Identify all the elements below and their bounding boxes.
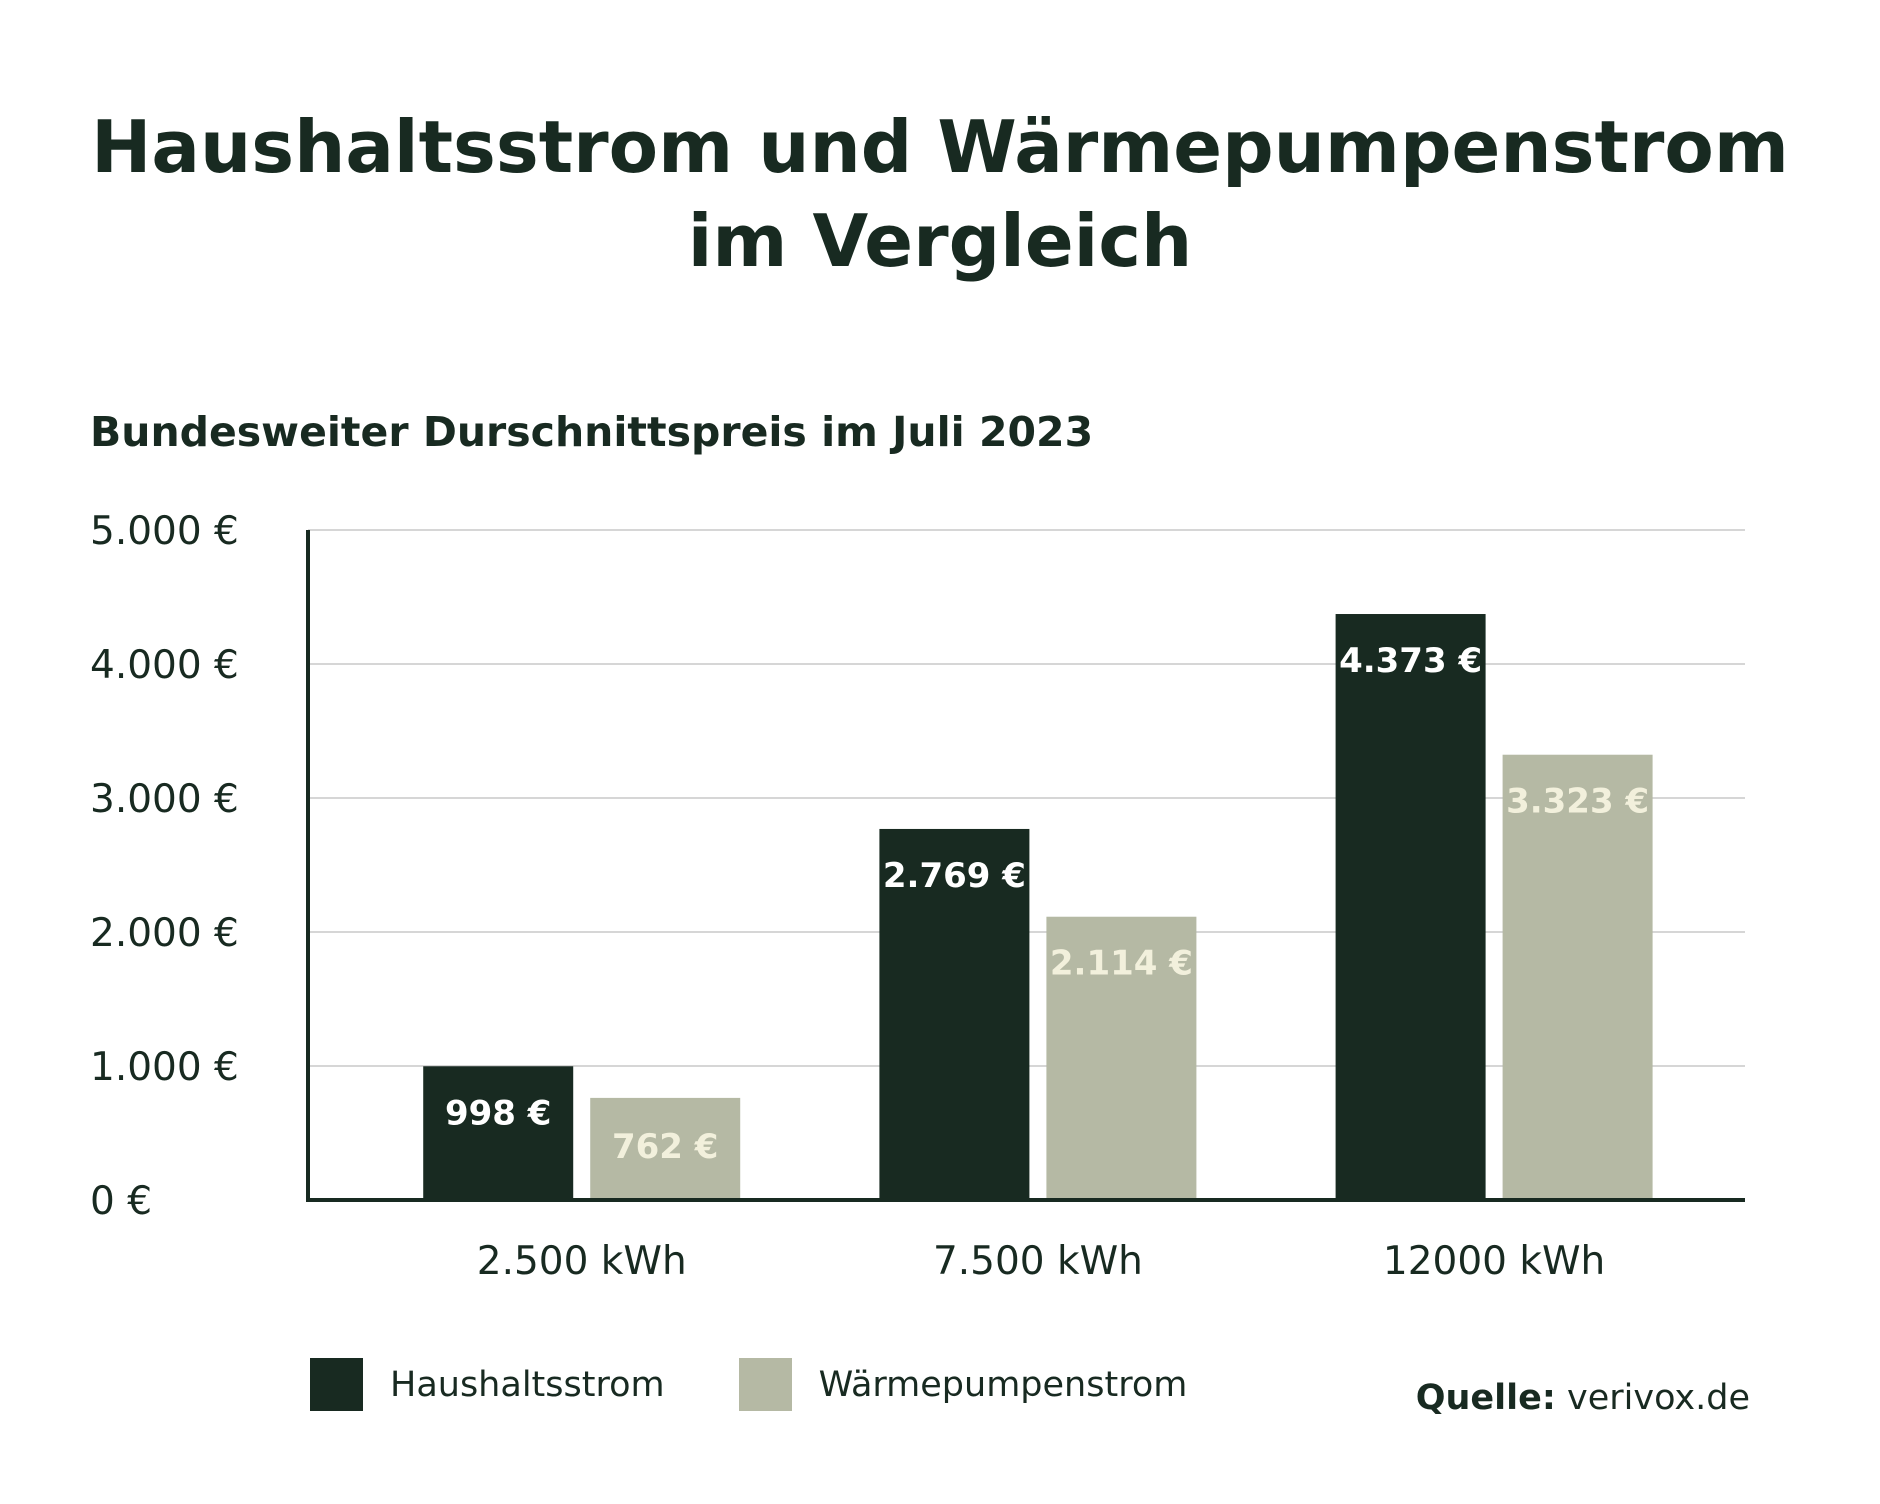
bar-haushaltsstrom	[423, 1066, 574, 1200]
chart-subtitle: Bundesweiter Durschnittspreis im Juli 20…	[90, 408, 1094, 456]
bar-haushaltsstrom	[879, 828, 1030, 1200]
legend: Haushaltsstrom Wärmepumpenstrom	[310, 1358, 1261, 1411]
bar-waermepumpenstrom	[1046, 916, 1197, 1200]
x-category-label: 12000 kWh	[1383, 1239, 1605, 1284]
axes	[306, 530, 1745, 1202]
y-tick-label: 4.000 €	[90, 643, 239, 688]
legend-label-waermepumpenstrom: Wärmepumpenstrom	[818, 1364, 1188, 1405]
y-axis-ticks: 0 € 1.000 € 2.000 € 3.000 € 4.000 € 5.000 €	[90, 509, 239, 1224]
y-tick-label: 3.000 €	[90, 777, 239, 822]
bar-value-label: 762 €	[612, 1127, 718, 1167]
source-note: Quelle: verivox.de	[1416, 1378, 1750, 1418]
chart-title-line-2: im Vergleich	[687, 199, 1193, 283]
y-tick-label: 5.000 €	[90, 509, 239, 554]
chart-title: Haushaltsstrom und Wärmepumpenstrom im V…	[0, 100, 1880, 288]
legend-item-haushaltsstrom: Haushaltsstrom	[310, 1358, 665, 1411]
legend-swatch-haushaltsstrom	[310, 1358, 363, 1411]
y-tick-label: 2.000 €	[90, 911, 239, 956]
bar-value-label: 2.114 €	[1050, 944, 1193, 984]
bar-value-label: 4.373 €	[1339, 641, 1482, 681]
bar-haushaltsstrom	[1335, 614, 1486, 1200]
x-axis-categories: 2.500 kWh 7.500 kWh 12000 kWh	[477, 1239, 1606, 1284]
bar-value-label: 2.769 €	[883, 856, 1026, 896]
bar-value-label: 3.323 €	[1506, 782, 1649, 822]
bars	[423, 614, 1653, 1200]
bar-value-label: 998 €	[445, 1093, 551, 1133]
legend-label-haushaltsstrom: Haushaltsstrom	[390, 1364, 665, 1405]
source-value: verivox.de	[1567, 1378, 1750, 1418]
bar-waermepumpenstrom	[1502, 754, 1653, 1200]
legend-item-waermepumpenstrom: Wärmepumpenstrom	[738, 1358, 1188, 1411]
x-category-label: 2.500 kWh	[477, 1239, 687, 1284]
bar-waermepumpenstrom	[590, 1097, 741, 1200]
legend-swatch-waermepumpenstrom	[738, 1358, 792, 1411]
y-tick-label: 0 €	[90, 1179, 152, 1224]
chart-title-line-1: Haushaltsstrom und Wärmepumpenstrom	[91, 105, 1789, 189]
y-tick-label: 1.000 €	[90, 1045, 239, 1090]
bar-value-labels: 998 € 762 € 2.769 € 2.114 € 4.373 € 3.323 €	[445, 641, 1649, 1167]
source-label: Quelle:	[1415, 1378, 1556, 1418]
x-category-label: 7.500 kWh	[933, 1239, 1143, 1284]
